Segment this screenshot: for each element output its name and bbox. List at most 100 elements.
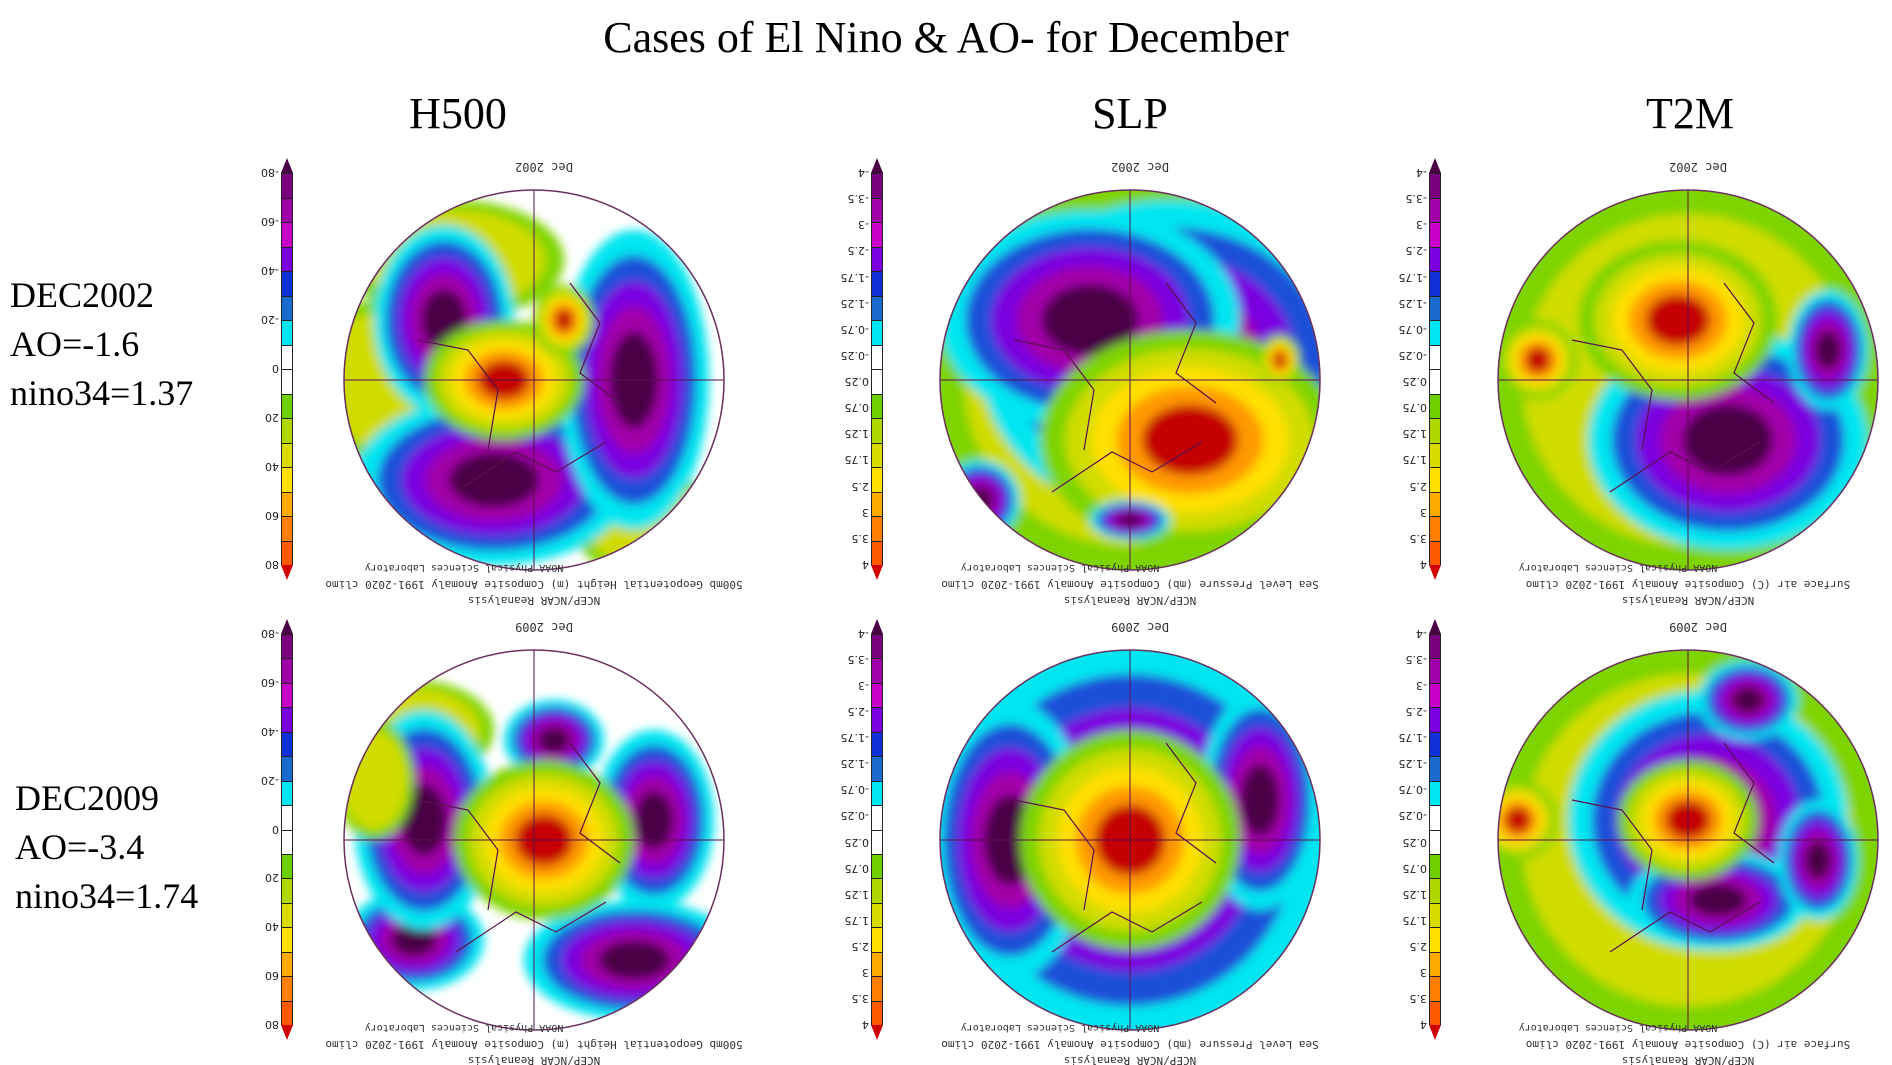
- source-label: NCEP/NCAR Reanalysis: [1621, 1054, 1755, 1065]
- colorbar-segment: [1429, 1000, 1441, 1025]
- colorbar-segment: [281, 731, 293, 757]
- colorbar-segment: [281, 540, 293, 565]
- colorbar-arrow-top: [1429, 619, 1441, 634]
- credit-label: NOAA Physical Sciences Laboratory: [364, 1022, 564, 1033]
- colorbar-tick-label: -1.25: [840, 296, 869, 310]
- anomaly-contour: [1512, 814, 1524, 826]
- colorbar-tick-label: 1.25: [1402, 887, 1428, 901]
- colorbar-segment: [871, 682, 883, 708]
- colorbar-segment: [1429, 197, 1441, 222]
- colorbar-segment: [1429, 344, 1441, 369]
- colorbar-segment: [871, 540, 883, 565]
- colorbar-tick-label: 1.25: [1402, 427, 1428, 441]
- colorbar-segment: [281, 878, 293, 903]
- colorbar-tick-label: 0: [272, 822, 279, 836]
- anomaly-contour: [1707, 423, 1749, 457]
- colorbar-segment: [871, 853, 883, 879]
- colorbar-tick-label: -2.5: [847, 705, 869, 719]
- colorbar-tick-label: 1.75: [844, 913, 870, 927]
- colorbar-tick-label: 3: [1420, 505, 1427, 519]
- colorbar-tick-label: -2.5: [1405, 705, 1427, 719]
- source-label: NCEP/NCAR Reanalysis: [467, 1054, 601, 1065]
- colorbar-tick-label: -2.5: [847, 244, 869, 258]
- colorbar-segment: [281, 658, 293, 683]
- anomaly-contour: [344, 730, 408, 830]
- anomaly-contour: [1704, 892, 1732, 908]
- anomaly-contour: [1067, 303, 1113, 337]
- colorbar-tick-label: 1.25: [844, 427, 870, 441]
- polar-anomaly-map: [939, 189, 1321, 571]
- anomaly-contour: [559, 314, 569, 326]
- colorbar-segment: [1429, 295, 1441, 320]
- colorbar-segment: [871, 222, 883, 247]
- colorbar-segment: [871, 658, 883, 683]
- colorbar-tick-label: -1.75: [1398, 731, 1427, 745]
- colorbar-segment: [871, 951, 883, 977]
- map-date-label: Dec 2009: [1111, 620, 1169, 634]
- colorbar-segment: [871, 295, 883, 320]
- colorbar-tick-label: -3.5: [1405, 192, 1427, 206]
- column-header-slp: SLP: [1092, 89, 1168, 138]
- colorbar-tick-label: -1.75: [1398, 270, 1427, 284]
- colorbar-segment: [281, 951, 293, 977]
- colorbar-segment: [1429, 829, 1441, 854]
- colorbar-tick-label: -4: [1416, 627, 1427, 640]
- colorbar-segment: [1429, 976, 1441, 1001]
- colorbar-tick-label: 3.5: [1409, 991, 1428, 1005]
- colorbar-tick-label: -1.25: [840, 757, 869, 771]
- colorbar: [1429, 158, 1441, 580]
- colorbar-tick-label: 2.5: [851, 479, 870, 493]
- colorbar-tick-label: 20: [265, 871, 279, 885]
- colorbar-segment: [1429, 682, 1441, 708]
- colorbar-segment: [281, 320, 293, 345]
- colorbar: [1429, 619, 1441, 1040]
- colorbar-tick-label: -0.75: [840, 322, 869, 336]
- anomaly-contour: [967, 487, 993, 513]
- colorbar-tick-label: 4: [862, 1018, 869, 1031]
- colorbar-tick-label: -0.25: [840, 809, 869, 823]
- colorbar-tick-label: 2.5: [851, 939, 870, 953]
- colorbar-segment: [871, 878, 883, 903]
- colorbar-tick-label: 0.25: [844, 835, 870, 849]
- colorbar-tick-label: 4: [1420, 1018, 1427, 1031]
- colorbar-tick-label: -80: [261, 627, 279, 640]
- colorbar-segment: [281, 682, 293, 708]
- colorbar-tick-label: -0.75: [1398, 783, 1427, 797]
- column-header-t2m: T2M: [1646, 89, 1734, 138]
- colorbar-tick-label: -60: [261, 215, 279, 228]
- polar-anomaly-map: [1497, 189, 1879, 571]
- colorbar-tick-label: 0.25: [1402, 375, 1428, 389]
- colorbar-tick-label: 2.5: [1409, 479, 1428, 493]
- anomaly-contour: [960, 480, 1000, 520]
- colorbar-tick-label: 3: [1420, 965, 1427, 979]
- row-label-2009: DEC2009 AO=-3.4 nino34=1.74: [15, 774, 198, 921]
- map-caption: Sea Level Pressure (mb) Composite Anomal…: [941, 578, 1319, 591]
- colorbar-segment: [1429, 780, 1441, 806]
- colorbar-segment: [871, 780, 883, 806]
- colorbar-segment: [1429, 369, 1441, 394]
- colorbar-tick-label: 4: [862, 558, 869, 571]
- colorbar-segment: [871, 320, 883, 345]
- colorbar-tick-label: 3.5: [1409, 531, 1428, 545]
- ao-value: AO=-1.6: [10, 324, 140, 364]
- colorbar-segment: [1429, 418, 1441, 443]
- colorbar-segment: [1429, 805, 1441, 830]
- colorbar-tick-label: 4: [1420, 558, 1427, 571]
- colorbar-segment: [1429, 246, 1441, 271]
- credit-label: NOAA Physical Sciences Laboratory: [364, 562, 564, 573]
- colorbar-segment: [871, 516, 883, 541]
- map-caption: 500mb Geopotential Height (m) Composite …: [325, 578, 743, 591]
- colorbar-segment: [1429, 634, 1441, 659]
- colorbar-segment: [1429, 540, 1441, 565]
- colorbar-tick-label: 1.75: [1402, 453, 1428, 467]
- colorbar-segment: [281, 902, 293, 928]
- colorbar-tick-label: -3.5: [847, 192, 869, 206]
- colorbar-tick-label: 40: [265, 920, 279, 934]
- colorbar-segment: [871, 634, 883, 659]
- source-label: NCEP/NCAR Reanalysis: [1621, 594, 1755, 607]
- nino34-value: nino34=1.37: [10, 373, 194, 413]
- colorbar-segment: [281, 829, 293, 854]
- colorbar-segment: [1429, 878, 1441, 903]
- colorbar-segment: [281, 197, 293, 222]
